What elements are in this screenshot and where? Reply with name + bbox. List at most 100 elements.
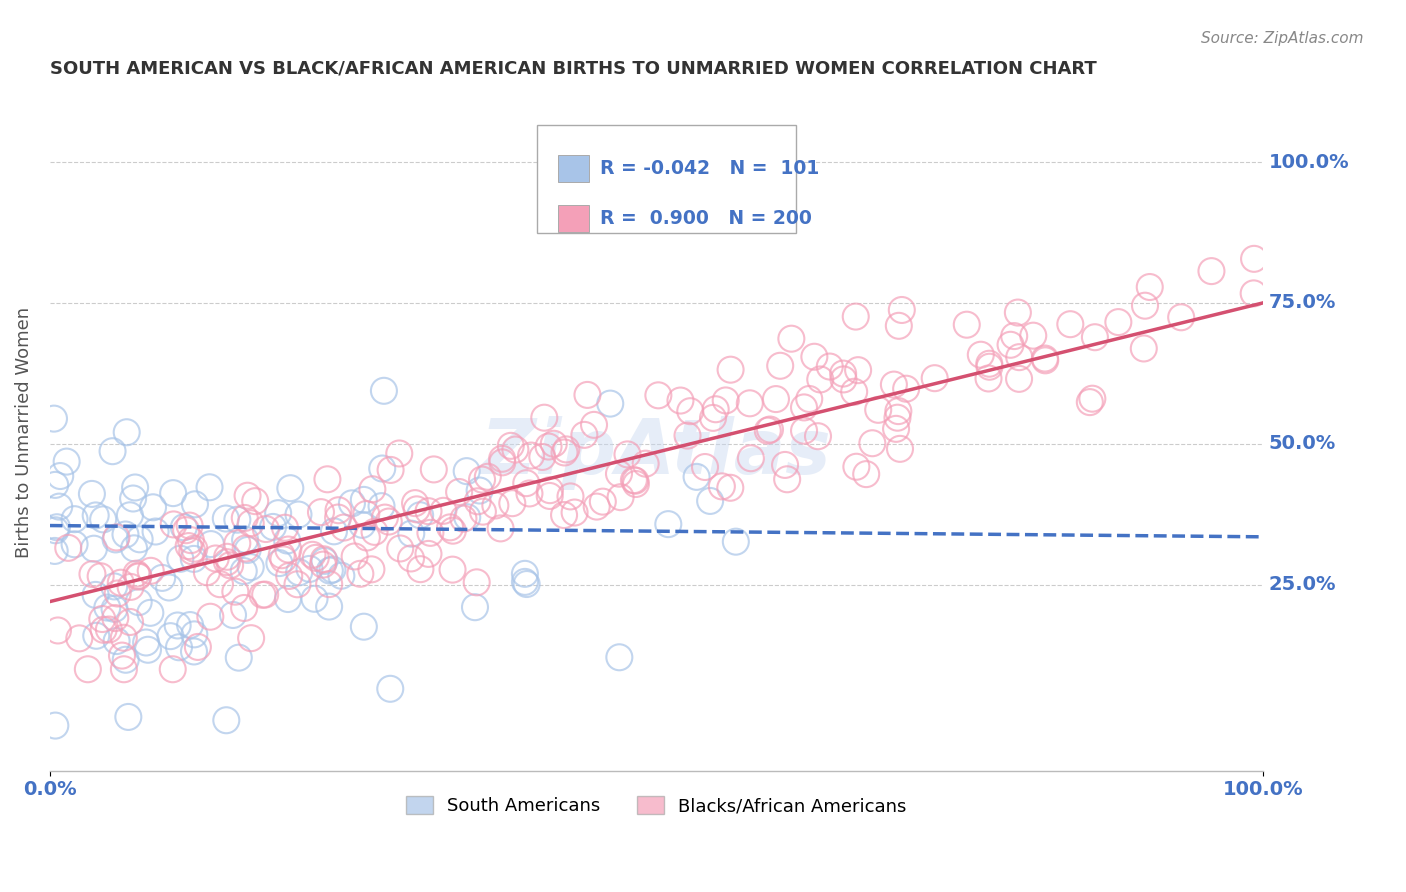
Point bbox=[356, 531, 378, 545]
Y-axis label: Births to Unmarried Women: Births to Unmarried Women bbox=[15, 307, 32, 558]
Point bbox=[287, 577, 309, 591]
Point bbox=[1139, 280, 1161, 294]
Point bbox=[609, 490, 631, 504]
Point bbox=[845, 310, 868, 324]
Point bbox=[456, 464, 478, 478]
Point bbox=[273, 552, 295, 566]
Point bbox=[287, 508, 309, 522]
Point bbox=[278, 481, 301, 495]
Point bbox=[718, 481, 741, 495]
Point bbox=[142, 500, 165, 515]
Point bbox=[187, 640, 209, 654]
Point bbox=[183, 627, 205, 641]
Point bbox=[477, 470, 499, 484]
Point bbox=[97, 623, 120, 637]
Point bbox=[491, 451, 513, 466]
Point bbox=[471, 473, 494, 487]
Point bbox=[125, 566, 148, 581]
Point bbox=[127, 569, 149, 583]
Point bbox=[624, 474, 647, 488]
Point bbox=[465, 575, 488, 590]
Point bbox=[162, 517, 184, 532]
Point bbox=[679, 404, 702, 418]
Point bbox=[799, 392, 821, 406]
Point bbox=[553, 508, 575, 522]
Point bbox=[456, 510, 478, 524]
Point bbox=[468, 483, 491, 498]
Point bbox=[228, 650, 250, 665]
Text: ZipAtlas: ZipAtlas bbox=[481, 416, 831, 490]
Point bbox=[107, 586, 129, 600]
Point bbox=[316, 472, 339, 486]
Point bbox=[388, 446, 411, 460]
Point bbox=[112, 662, 135, 676]
Point bbox=[884, 422, 907, 436]
Point bbox=[389, 541, 412, 556]
Point bbox=[80, 487, 103, 501]
Point bbox=[136, 642, 159, 657]
Point bbox=[543, 436, 565, 450]
Point bbox=[49, 469, 72, 483]
Point bbox=[714, 393, 737, 408]
Point bbox=[373, 384, 395, 398]
Point bbox=[139, 564, 162, 578]
Point bbox=[166, 618, 188, 632]
Point bbox=[139, 606, 162, 620]
Point bbox=[773, 458, 796, 472]
Point bbox=[1022, 328, 1045, 343]
Point bbox=[418, 547, 440, 561]
Point bbox=[309, 505, 332, 519]
Point bbox=[844, 384, 866, 399]
Text: Source: ZipAtlas.com: Source: ZipAtlas.com bbox=[1201, 31, 1364, 46]
Point bbox=[537, 440, 560, 454]
Point bbox=[222, 607, 245, 622]
Point bbox=[519, 486, 541, 500]
Point bbox=[118, 508, 141, 523]
Point bbox=[226, 513, 249, 527]
Point bbox=[883, 377, 905, 392]
Point bbox=[574, 428, 596, 442]
Point bbox=[236, 543, 259, 558]
Point bbox=[200, 537, 222, 551]
Point bbox=[162, 662, 184, 676]
Point bbox=[91, 512, 114, 526]
Point bbox=[1084, 330, 1107, 344]
Point bbox=[114, 653, 136, 667]
Point bbox=[464, 600, 486, 615]
Point bbox=[592, 494, 614, 508]
Point bbox=[868, 402, 890, 417]
Legend: South Americans, Blacks/African Americans: South Americans, Blacks/African American… bbox=[398, 789, 914, 822]
Point bbox=[150, 571, 173, 585]
Point bbox=[298, 562, 321, 576]
Point bbox=[439, 520, 461, 534]
Point bbox=[1008, 372, 1031, 386]
Point bbox=[1078, 395, 1101, 409]
Point bbox=[453, 511, 475, 525]
Point bbox=[501, 496, 523, 510]
Point bbox=[269, 556, 291, 570]
Point bbox=[305, 550, 328, 565]
Point bbox=[304, 591, 326, 606]
Point bbox=[262, 520, 284, 534]
Point bbox=[484, 499, 506, 513]
Point bbox=[321, 562, 343, 576]
Point bbox=[183, 552, 205, 566]
Point bbox=[112, 631, 135, 645]
Point bbox=[538, 483, 561, 498]
Point bbox=[117, 710, 139, 724]
Point bbox=[312, 558, 335, 572]
Point bbox=[634, 457, 657, 471]
Point bbox=[277, 542, 299, 557]
Point bbox=[832, 367, 855, 381]
Point bbox=[1007, 305, 1029, 319]
Point bbox=[1000, 338, 1022, 352]
Point bbox=[623, 473, 645, 487]
Point bbox=[179, 518, 201, 533]
Point bbox=[977, 371, 1000, 385]
Text: 75.0%: 75.0% bbox=[1268, 293, 1336, 312]
Point bbox=[1033, 351, 1056, 366]
Point bbox=[769, 359, 792, 373]
Point bbox=[710, 479, 733, 493]
Point bbox=[55, 454, 77, 468]
Point bbox=[702, 410, 724, 425]
